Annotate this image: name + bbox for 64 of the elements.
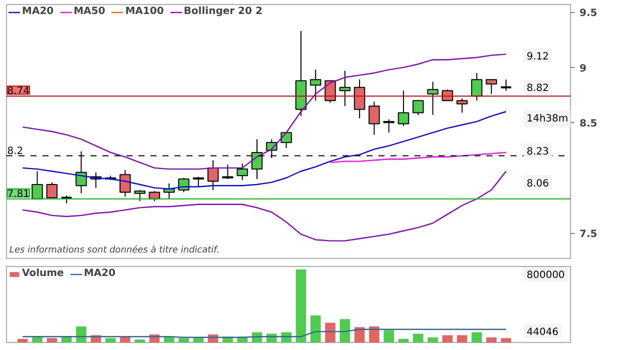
- y-tick-label: 9: [580, 63, 586, 74]
- y-tick-label: 8.5: [580, 118, 598, 130]
- candlestick: [32, 170, 43, 200]
- bar: [398, 338, 409, 342]
- bar: [340, 319, 350, 342]
- candlestick: [500, 79, 512, 92]
- candlestick: [339, 70, 351, 107]
- bar: [472, 332, 482, 342]
- bar: [296, 269, 306, 342]
- bar: [456, 335, 468, 342]
- candlestick: [280, 132, 292, 149]
- legend-label: MA20: [84, 268, 116, 279]
- candlestick: [427, 81, 438, 116]
- candlestick: [486, 79, 498, 94]
- text: 14h38m: [526, 113, 568, 124]
- candlestick: [383, 118, 394, 134]
- bar: [105, 338, 116, 342]
- legend-label: MA50: [74, 6, 106, 17]
- legend-label: MA20: [22, 6, 54, 17]
- candlestick: [412, 100, 424, 116]
- bar: [354, 327, 365, 342]
- line-series: [330, 152, 507, 164]
- candlestick: [456, 98, 468, 114]
- bar: [310, 315, 321, 342]
- bar: [442, 335, 453, 342]
- bar: [413, 334, 424, 342]
- candlestick: [398, 90, 410, 126]
- bar: [369, 326, 380, 342]
- candlestick: [134, 190, 146, 202]
- bar: [384, 330, 394, 342]
- candlestick: [46, 182, 58, 198]
- text: 8.06: [526, 178, 549, 190]
- candlestick: [310, 69, 322, 102]
- candlestick: [120, 170, 131, 198]
- bar: [134, 340, 145, 342]
- bar: [486, 337, 497, 342]
- text: 8.82: [526, 83, 549, 94]
- ref-line-label: 8.74: [7, 86, 30, 98]
- legend-label: MA100: [125, 6, 164, 17]
- y-tick-label: 7.5: [580, 229, 598, 240]
- text: 44046: [526, 327, 558, 338]
- bar: [17, 338, 28, 342]
- candlestick: [471, 72, 482, 102]
- ref-line-label: 7.81: [7, 188, 30, 200]
- bar: [76, 326, 86, 342]
- annotation: Les informations sont données à titre indicatif.: [9, 244, 220, 256]
- legend-label: Volume: [22, 268, 64, 279]
- bar: [325, 322, 336, 342]
- bar: [500, 338, 512, 342]
- candlestick: [368, 101, 380, 136]
- candlestick: [236, 163, 248, 181]
- text: 9.12: [526, 51, 549, 62]
- candlestick: [148, 190, 160, 202]
- ref-line-label: 8.2: [7, 146, 24, 157]
- text: 8.23: [526, 146, 549, 158]
- bar: [46, 338, 58, 342]
- candlestick: [192, 176, 204, 188]
- bar: [178, 338, 189, 342]
- y-tick-label: 9.5: [580, 8, 598, 20]
- text: 800000: [526, 270, 565, 282]
- candlestick: [354, 79, 366, 119]
- legend-label: Bollinger 20 2: [184, 6, 262, 17]
- candlestick: [222, 164, 234, 180]
- bar: [428, 337, 438, 342]
